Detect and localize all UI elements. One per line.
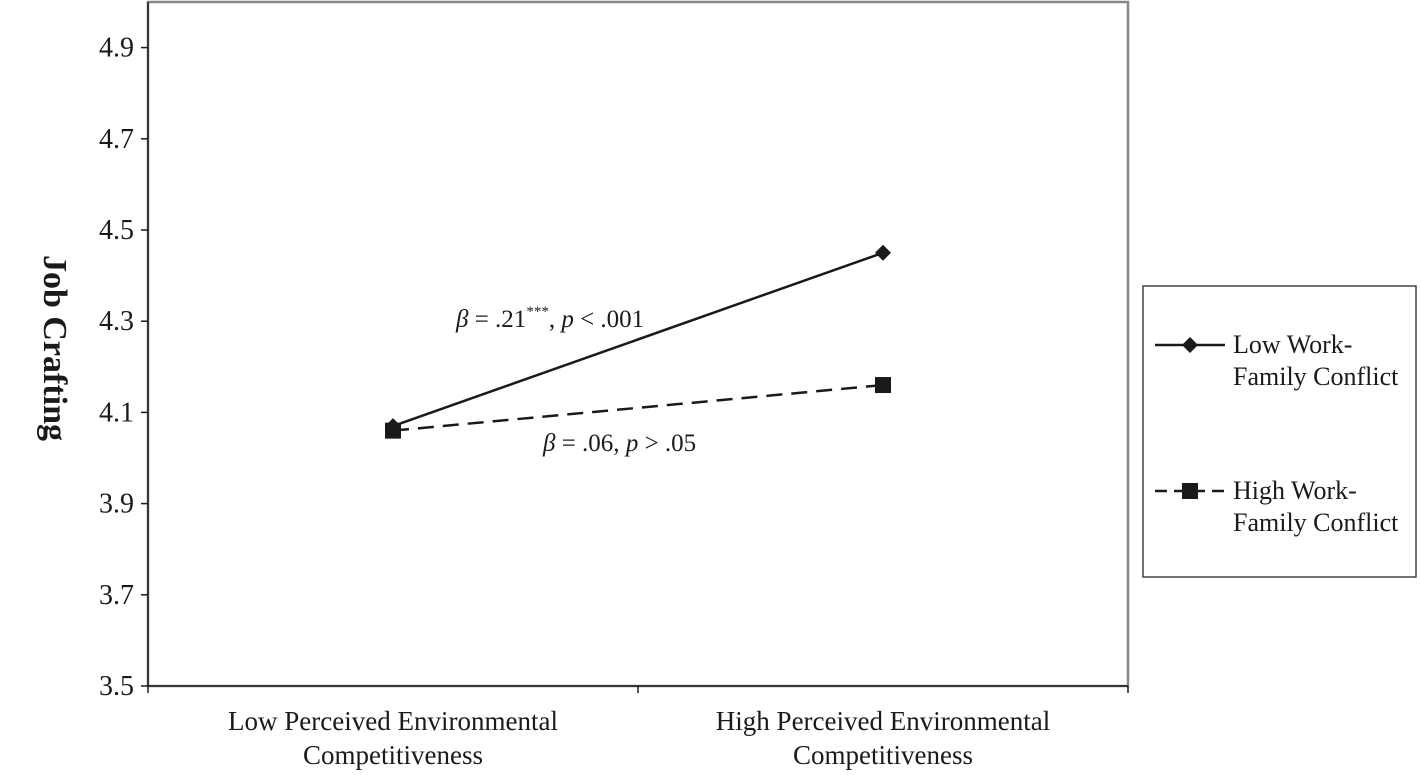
legend-marker-square [1182,483,1198,499]
y-tick-label: 4.3 [99,306,134,337]
y-tick-label: 3.7 [99,580,134,611]
series-line-low-conflict [392,251,884,428]
series-layer [385,244,891,439]
legend-box [1142,285,1417,578]
x-category-label: Competitiveness [793,740,973,770]
x-category-label: Competitiveness [303,740,483,770]
y-tick-label: 4.9 [99,33,134,64]
data-point-square [875,377,891,394]
x-ticks [147,686,1129,693]
data-point-diamond [875,244,891,261]
legend-label-low-conflict-2: Family Conflict [1233,362,1399,391]
y-axis-title: Job Crafting [36,255,73,441]
y-tick-label: 3.9 [99,489,134,520]
plot-frame [146,0,1130,688]
legend-marker-diamond [1182,337,1198,353]
annotation-high-conflict: β = .06, p > .05 [542,430,696,457]
legend: Low Work- Family Conflict High Work- Fam… [1142,285,1417,578]
legend-label-high-conflict-2: Family Conflict [1233,508,1399,537]
legend-label-low-conflict-1: Low Work- [1233,330,1352,359]
data-point-square [385,422,401,439]
series-line-high-conflict [392,383,884,432]
y-ticks: 3.5 3.7 3.9 4.1 4.3 4.5 4.7 4.9 [99,33,148,702]
legend-label-high-conflict-1: High Work- [1233,476,1357,505]
y-tick-label: 4.1 [99,397,134,428]
x-category-label: High Perceived Environmental [716,706,1050,736]
annotation-low-conflict: β = .21***, p < .001 [455,304,644,333]
x-category-labels: Low Perceived Environmental Competitivene… [228,706,1050,770]
y-tick-label: 4.7 [99,124,134,155]
y-tick-label: 3.5 [99,671,134,702]
x-category-label: Low Perceived Environmental [228,706,558,736]
y-tick-label: 4.5 [99,215,134,246]
